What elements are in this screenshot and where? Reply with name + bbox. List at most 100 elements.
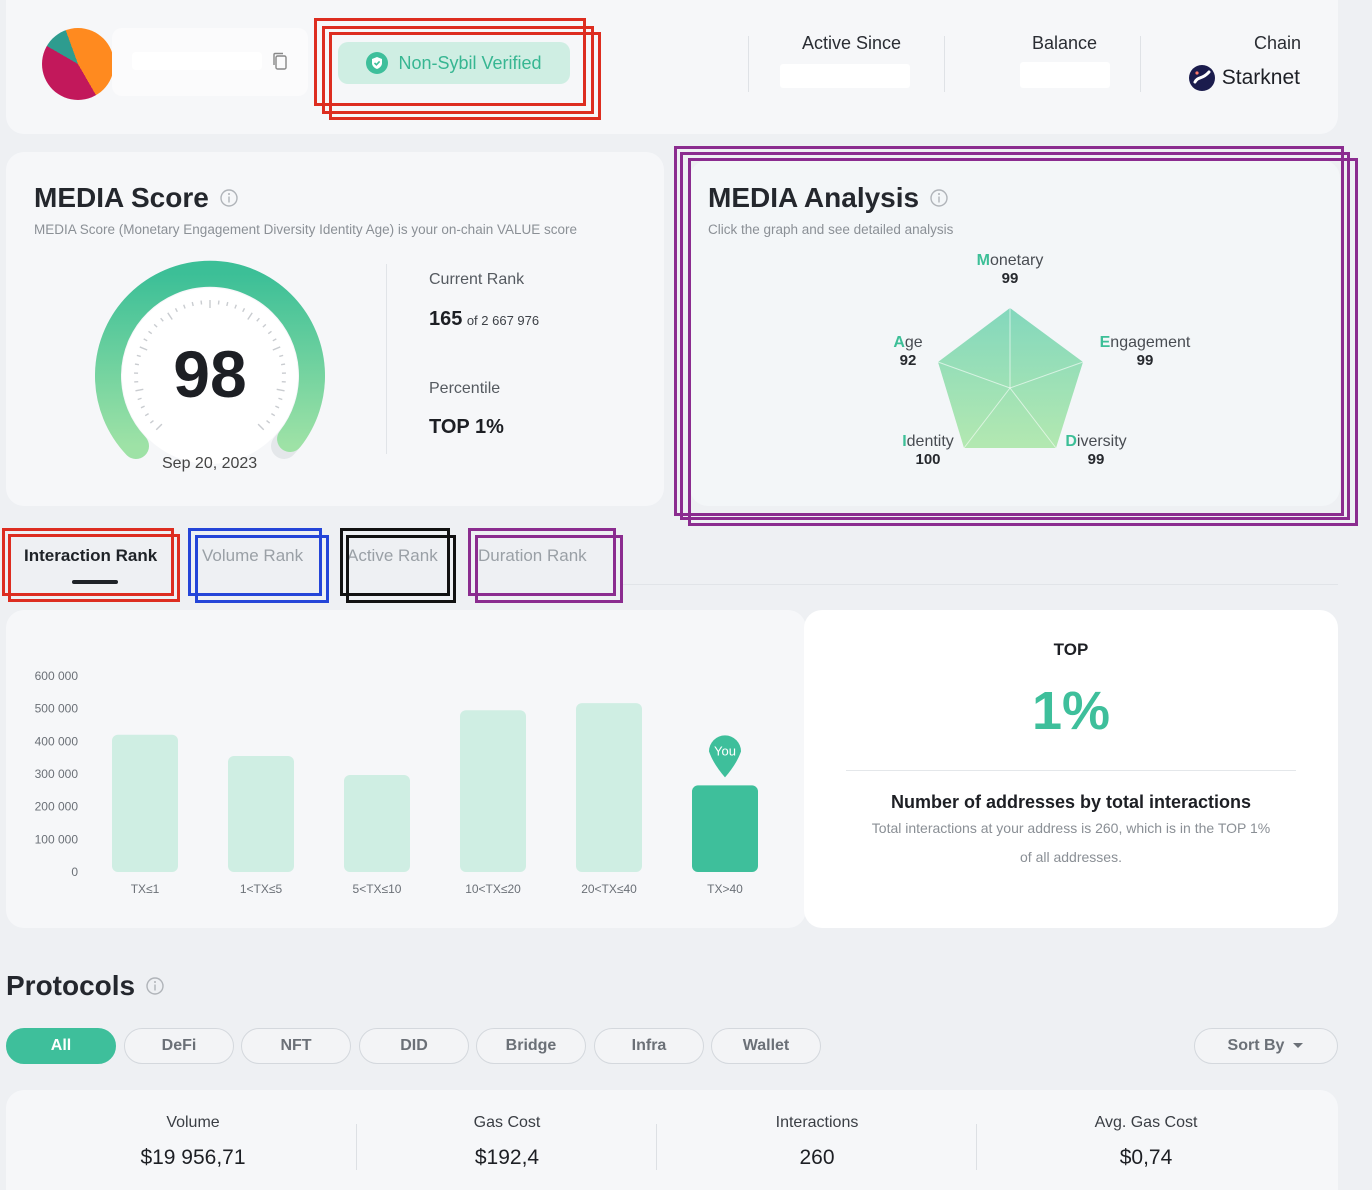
gauge-tick	[140, 405, 145, 409]
active-since-label: Active Since	[802, 33, 902, 53]
media-score-heading: MEDIA Score	[34, 182, 239, 214]
stat-avg-gas-cost: Avg. Gas Cost $0,74	[1046, 1114, 1246, 1170]
divider	[656, 1124, 657, 1170]
radar-spokes	[937, 308, 1084, 449]
radar-label-engagement: Engagement 99	[1094, 334, 1196, 369]
gauge-tick	[174, 307, 178, 313]
gauge-tick	[275, 405, 280, 409]
axis-value: 99	[1136, 352, 1154, 369]
info-icon[interactable]	[929, 188, 949, 208]
starknet-logo-icon	[1188, 65, 1215, 91]
verified-label: Non-Sybil Verified	[398, 52, 542, 73]
sort-by-label: Sort By	[1227, 1037, 1285, 1054]
tab-active-rank[interactable]: Active Rank	[347, 546, 438, 565]
you-marker	[709, 735, 741, 778]
y-tick-label: 600 000	[35, 669, 79, 683]
gauge-tick	[144, 413, 149, 417]
chart-bar[interactable]	[228, 756, 294, 872]
gauge-tick	[153, 323, 158, 328]
gauge-tick	[262, 323, 267, 328]
shield-check-icon	[366, 52, 389, 74]
tab-active-indicator	[72, 580, 118, 584]
gauge-tick	[279, 354, 284, 358]
divider	[846, 770, 1296, 771]
gauge-tick	[278, 397, 283, 401]
filter-did[interactable]: DID	[359, 1028, 469, 1064]
gauge-tick	[272, 346, 281, 351]
sort-by-dropdown[interactable]: Sort By	[1194, 1028, 1338, 1064]
chain-value: Starknet	[1188, 64, 1300, 92]
x-tick-label: 20<TX≤40	[581, 882, 637, 896]
info-icon[interactable]	[145, 976, 165, 996]
chart-bar[interactable]	[112, 734, 178, 872]
percentile-label: Percentile	[429, 380, 501, 397]
axis-initial: M	[976, 252, 990, 269]
score-gauge	[95, 260, 325, 464]
gauge-tick	[149, 420, 154, 424]
filter-infra[interactable]: Infra	[594, 1028, 704, 1064]
chart-bar[interactable]	[344, 774, 410, 872]
stat-label: Avg. Gas Cost	[1094, 1114, 1198, 1131]
current-rank-label: Current Rank	[429, 271, 525, 288]
gauge-tick	[148, 330, 153, 335]
x-tick-label: TX≤1	[131, 882, 160, 896]
y-tick-label: 200 000	[35, 800, 79, 814]
axis-initial: D	[1065, 433, 1077, 450]
stat-value: $192,4	[474, 1146, 540, 1169]
radar-label-identity: Identity 100	[898, 433, 958, 468]
media-analysis-heading: MEDIA Analysis	[708, 182, 949, 214]
filter-defi[interactable]: DeFi	[124, 1028, 234, 1064]
top-description-line1: Total interactions at your address is 26…	[871, 820, 1271, 836]
y-tick-label: 300 000	[35, 767, 79, 781]
y-tick-label: 400 000	[35, 734, 79, 748]
axis-value: 99	[1087, 451, 1105, 468]
chart-bar[interactable]	[692, 785, 758, 872]
gauge-tick	[271, 413, 276, 417]
axis-name: ngagement	[1110, 334, 1191, 351]
gauge-ticks	[134, 300, 286, 431]
divider	[976, 1124, 977, 1170]
gauge-tick	[266, 420, 271, 424]
gauge-tick	[281, 363, 286, 366]
tab-interaction-rank[interactable]: Interaction Rank	[24, 546, 158, 565]
score-value: 98	[173, 337, 247, 411]
y-tick-label: 0	[71, 865, 78, 879]
axis-initial: E	[1099, 334, 1111, 351]
filter-wallet[interactable]: Wallet	[711, 1028, 821, 1064]
gauge-tick	[276, 388, 285, 392]
stat-label: Interactions	[775, 1114, 859, 1131]
filter-bridge[interactable]: Bridge	[476, 1028, 586, 1064]
y-tick-label: 500 000	[35, 702, 79, 716]
chart-bar[interactable]	[460, 710, 526, 872]
divider	[386, 264, 387, 454]
radar-chart[interactable]	[920, 290, 1100, 460]
filter-all[interactable]: All	[6, 1028, 116, 1064]
info-icon[interactable]	[219, 188, 239, 208]
protocols-heading: Protocols	[6, 970, 165, 1002]
top-label: TOP	[1053, 640, 1089, 659]
top-percentile-card	[804, 610, 1338, 928]
tab-volume-rank[interactable]: Volume Rank	[202, 546, 304, 565]
media-score-title: MEDIA Score	[34, 182, 209, 213]
protocols-title: Protocols	[6, 970, 136, 1001]
tab-duration-rank[interactable]: Duration Rank	[478, 546, 587, 565]
divider	[1140, 36, 1141, 92]
gauge-tick	[191, 301, 194, 307]
gauge-tick	[160, 317, 164, 322]
stat-label: Gas Cost	[473, 1114, 541, 1131]
gauge-tick	[134, 363, 139, 366]
divider	[748, 36, 749, 92]
filter-nft[interactable]: NFT	[241, 1028, 351, 1064]
balance-label: Balance	[1032, 33, 1098, 53]
gauge-tick	[242, 307, 246, 313]
divider	[944, 36, 945, 92]
divider	[356, 1124, 357, 1170]
gauge-tick	[137, 397, 142, 401]
gauge-tick	[155, 423, 163, 431]
copy-icon[interactable]	[272, 52, 288, 70]
top-heading: Number of addresses by total interaction…	[890, 792, 1252, 812]
gauge-face	[122, 288, 298, 464]
chart-bar[interactable]	[576, 703, 642, 872]
radar-label-diversity: Diversity 99	[1062, 433, 1130, 468]
stat-interactions: Interactions 260	[717, 1114, 917, 1170]
